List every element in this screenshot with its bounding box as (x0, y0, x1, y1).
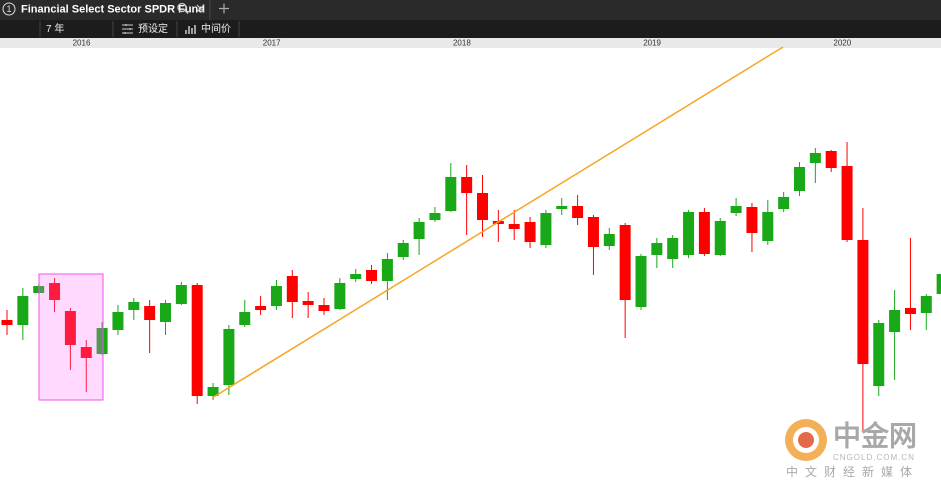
x-tick-label: 2018 (453, 39, 471, 48)
candle-body (667, 238, 679, 259)
x-tick-label: 2017 (263, 39, 281, 48)
candle-body (334, 283, 346, 309)
candle-body (64, 311, 76, 345)
close-tab[interactable] (196, 4, 205, 13)
candle-body (873, 323, 885, 386)
tab-bar (0, 0, 941, 20)
candle-body (587, 217, 599, 247)
candle-body (80, 347, 92, 358)
candle-body (524, 222, 536, 242)
x-tick-label: 2020 (833, 39, 851, 48)
candle-body (746, 207, 758, 233)
candle-body (286, 276, 298, 302)
tab-title[interactable]: Financial Select Sector SPDR Fund (21, 3, 205, 15)
candle-body (366, 270, 378, 281)
watermark-brand: 中金网 (833, 419, 917, 451)
x-tick-label: 2016 (73, 39, 91, 48)
x-tick-label: 2019 (643, 39, 661, 48)
candle-body (920, 296, 932, 313)
tab-index-icon (2, 2, 16, 16)
preset-icon (122, 24, 133, 34)
candle-body (683, 212, 695, 255)
new-tab[interactable] (219, 3, 229, 14)
candle-body (762, 212, 774, 241)
candle-body (381, 259, 393, 281)
candle-body (429, 213, 441, 220)
candle-body (730, 206, 742, 213)
watermark: 中金网 CNGOLD.COM.CN 中文财经新媒体 (785, 419, 919, 479)
candle-body (128, 302, 140, 310)
candle-body (223, 329, 235, 385)
candle-body (651, 243, 663, 255)
candle-body (270, 286, 282, 306)
candle-body (1, 320, 13, 325)
preset-button[interactable]: 预设定 (138, 22, 168, 35)
logo-core (798, 432, 814, 448)
candle-body (49, 283, 61, 300)
candle-body (603, 234, 615, 246)
tab-index: 1 (6, 4, 11, 14)
candle-body (397, 243, 409, 257)
candle-body (160, 303, 171, 322)
price-button[interactable]: 中间价 (201, 22, 231, 35)
candle-body (255, 306, 267, 310)
toolbar (0, 20, 941, 38)
candle-body (175, 285, 187, 304)
trend-line (211, 46, 784, 399)
candle-body (809, 153, 821, 163)
search-icon-handle (184, 10, 189, 14)
candle-body (794, 167, 805, 191)
candle-body (714, 221, 726, 255)
candle-body (889, 310, 901, 332)
candle-body (778, 197, 790, 209)
candle-body (318, 305, 330, 311)
candle-body (572, 206, 584, 218)
candle-body (841, 166, 853, 240)
candle-body (112, 312, 124, 330)
candle-body (96, 328, 108, 354)
candle-body (508, 224, 520, 229)
candle-body (825, 151, 837, 168)
candle-body (556, 206, 568, 209)
candle-body (936, 274, 941, 294)
search-icon[interactable] (177, 2, 187, 13)
period-button[interactable]: 7 年 (46, 22, 64, 35)
candle-body (461, 177, 473, 193)
time-axis (0, 38, 941, 48)
watermark-slogan: 中文财经新媒体 (786, 464, 919, 479)
candle-body (350, 274, 362, 279)
candle-body (698, 212, 710, 254)
candle-body (413, 222, 425, 239)
watermark-domain: CNGOLD.COM.CN (833, 453, 915, 462)
candle-body (477, 193, 488, 220)
candle-body (302, 301, 314, 305)
candle-body (144, 306, 156, 320)
candle-body (904, 308, 916, 314)
candle-body (857, 240, 869, 364)
candle-body (207, 387, 219, 396)
candle-body (540, 213, 552, 245)
candle-body (635, 256, 647, 307)
candle-body (239, 312, 251, 325)
candle-body (191, 285, 203, 396)
plot (1, 142, 941, 430)
highlight-box (38, 273, 104, 401)
candle-body (17, 296, 29, 325)
price-icon (185, 25, 196, 34)
candle-body (619, 225, 631, 300)
candle-body (445, 177, 457, 211)
